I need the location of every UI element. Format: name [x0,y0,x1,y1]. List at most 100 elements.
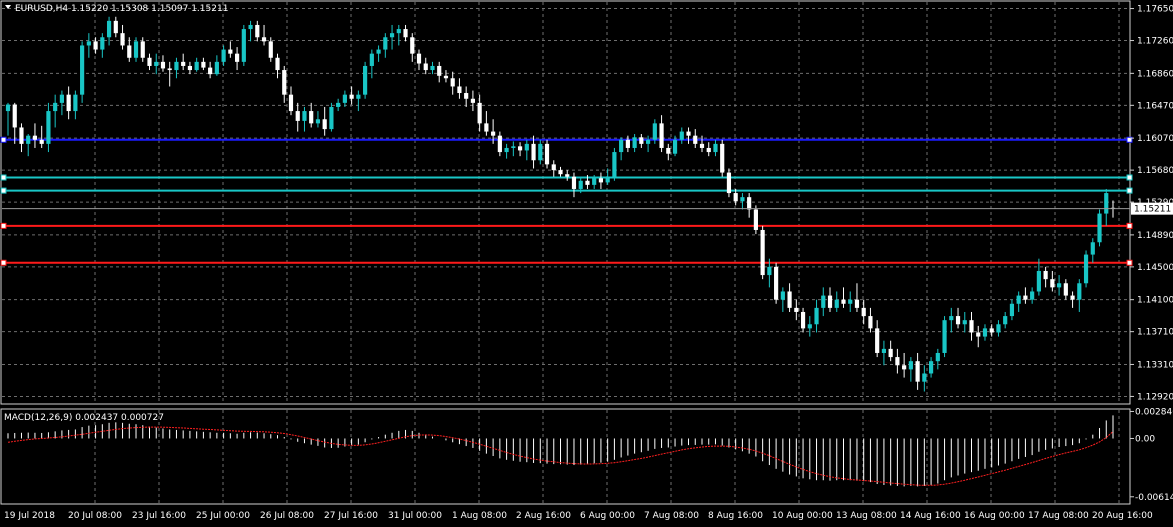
candle-body [511,146,516,148]
candle-body [1083,254,1089,284]
level-line-handle[interactable] [0,259,7,266]
candle [282,65,287,103]
candle [706,142,711,157]
candle [868,307,873,333]
level-line-handle[interactable] [1126,174,1133,181]
candle-body [814,307,819,325]
level-line-handle[interactable] [0,174,7,181]
candle-body [632,137,637,148]
level-line-handle[interactable] [1126,136,1133,143]
price-tick-label: 1.13710 [1137,328,1173,338]
candle-body [585,180,590,185]
candle-body [174,61,179,71]
candle-body [403,29,408,38]
candle-body [73,94,78,112]
candle-body [5,104,11,112]
horizontal-levels[interactable] [0,136,1133,266]
candle-body [848,299,853,304]
candlestick-series [5,16,1116,392]
time-tick-label: 20 Aug 16:00 [1092,511,1153,521]
candle [194,57,199,72]
candle-body [113,20,118,34]
candle-body [1070,295,1075,300]
candle [349,86,354,105]
candle [336,98,341,112]
level-line-handle[interactable] [1126,259,1133,266]
candle [814,299,819,333]
candle [19,123,24,153]
candle [1003,311,1008,329]
level-line-handle[interactable] [0,222,7,229]
time-tick-label: 27 Jul 16:00 [324,511,378,521]
candle [1070,291,1075,308]
candle [396,24,401,46]
candle-body [234,53,240,62]
candle [672,135,678,157]
time-tick-label: 26 Jul 08:00 [260,511,314,521]
candle-body [679,131,684,140]
candle-body [201,61,206,68]
candle [5,102,11,136]
candle-body [46,111,51,144]
candle-body [261,37,267,42]
candle-body [416,53,422,64]
candle [976,325,981,348]
candle-body [538,143,543,161]
candle-body [181,61,186,66]
candle-body [53,102,58,112]
candle-body [282,70,287,95]
candle [275,53,280,79]
candle-body [598,178,604,183]
candle-body [1009,303,1015,317]
candle-body [639,137,644,144]
candle [800,307,806,333]
candle [268,37,273,62]
candle [646,135,651,153]
candle-body [1003,316,1008,325]
candle [571,172,577,198]
level-line-handle[interactable] [1126,187,1133,194]
candle [221,45,226,66]
candle-body [248,24,253,30]
candle [942,316,947,358]
candle [154,53,159,75]
current-price-box [1131,202,1173,215]
time-tick-label: 17 Aug 08:00 [1028,511,1089,521]
candle-body [491,131,496,136]
candle [949,307,954,333]
current-price-marker: 1.15211 [2,202,1173,215]
time-tick-label: 20 Jul 08:00 [68,511,122,521]
candle [955,307,961,329]
candle [302,106,307,132]
candle-body [1030,291,1035,300]
symbol-dropdown-icon[interactable] [5,5,11,9]
candle-body [578,180,583,189]
candle [612,147,617,181]
candle [147,53,152,71]
candle [491,119,496,144]
candle [59,90,64,116]
candle-body [288,94,294,112]
level-line-handle[interactable] [0,136,7,143]
candle [598,172,604,189]
candle [888,340,893,362]
candle-body [140,41,145,58]
candle [342,90,347,107]
candle [241,24,246,66]
candle [430,61,435,75]
candle-body [1016,295,1021,304]
candle-body [794,307,799,312]
candle-body [1104,193,1109,214]
time-tick-label: 7 Aug 08:00 [644,511,699,521]
candle-body [524,143,529,151]
candle [517,142,523,157]
level-line-handle[interactable] [0,187,7,194]
candle [356,90,361,112]
level-line-handle[interactable] [1126,222,1133,229]
candle [962,311,967,333]
candle [969,311,974,341]
candle-body [66,94,71,112]
macd-tick-label: 0.002846 [1135,407,1173,417]
candle [1057,275,1062,296]
candle [403,24,408,42]
